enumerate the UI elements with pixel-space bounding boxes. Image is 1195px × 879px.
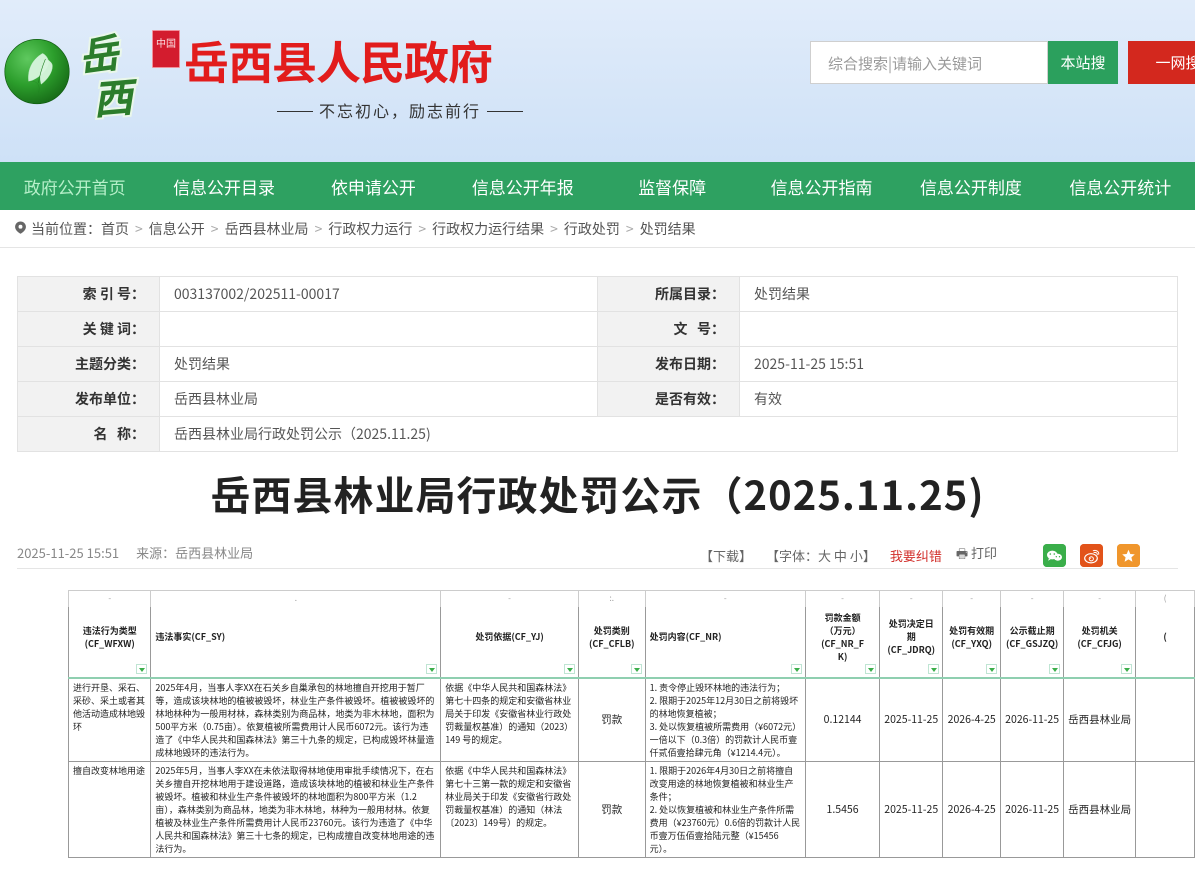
- svg-text:西: 西: [90, 65, 141, 122]
